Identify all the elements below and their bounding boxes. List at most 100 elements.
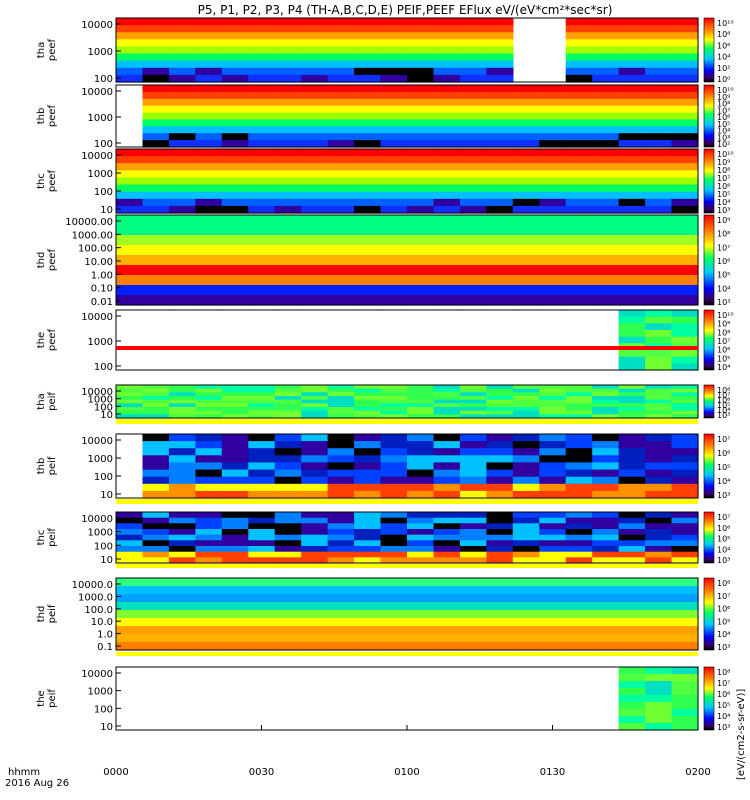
heatmap-cell	[407, 483, 435, 492]
heatmap-cell	[380, 285, 408, 296]
heatmap-cell	[195, 407, 223, 412]
heatmap-cell	[168, 265, 196, 276]
heatmap-cell	[539, 476, 567, 485]
heatmap-cell	[486, 191, 514, 200]
colorbar	[703, 17, 715, 83]
heatmap-cell	[380, 462, 408, 471]
heatmap-cell	[327, 265, 355, 276]
heatmap-cell	[327, 551, 355, 558]
heatmap-cell	[380, 46, 408, 55]
heatmap-cell	[565, 594, 593, 603]
heatmap-cell	[301, 434, 329, 442]
heatmap-cell	[486, 594, 514, 603]
y-tick-label: 100	[94, 541, 113, 552]
heatmap-cell	[433, 385, 461, 390]
heatmap-cell	[195, 191, 223, 200]
heatmap-cell	[380, 39, 408, 47]
heatmap-cell	[645, 265, 673, 276]
heatmap-cell	[486, 85, 514, 93]
heatmap-cell	[116, 46, 144, 55]
heatmap-cell	[221, 205, 249, 214]
heatmap-cell	[618, 60, 646, 69]
heatmap-cell	[486, 275, 514, 286]
heatmap-cell	[327, 245, 355, 256]
heatmap-cell	[645, 546, 673, 553]
heatmap-cell	[645, 18, 673, 26]
heatmap-cell	[116, 523, 144, 530]
heatmap-cell	[592, 25, 620, 33]
colorbar-tick-label: 10³	[717, 206, 730, 215]
heatmap-cell	[116, 410, 144, 415]
heatmap-cell	[301, 399, 329, 404]
heatmap-cell	[618, 618, 646, 627]
heatmap-cell	[142, 140, 170, 148]
y-tick-label: 1.00	[91, 270, 113, 281]
heatmap-cell	[618, 140, 646, 148]
heatmap-cell	[592, 191, 620, 200]
heatmap-cell	[486, 578, 514, 587]
time-axis-date: 2016 Aug 26	[5, 778, 69, 789]
heatmap-cell	[301, 462, 329, 471]
heatmap-cell	[301, 285, 329, 296]
heatmap-cell	[539, 540, 567, 547]
heatmap-cell	[221, 626, 249, 635]
heatmap-cell	[116, 594, 144, 603]
heatmap-cell	[486, 91, 514, 100]
heatmap-cell	[645, 25, 673, 33]
heatmap-cell	[486, 455, 514, 463]
heatmap-cell	[645, 523, 673, 530]
heatmap-cell	[142, 388, 170, 393]
heatmap-cell	[195, 441, 223, 449]
heatmap-cell	[565, 399, 593, 404]
heatmap-cell	[354, 225, 382, 236]
heatmap-cell	[486, 407, 514, 412]
heatmap-cell	[645, 323, 673, 331]
heatmap-cell	[539, 205, 567, 214]
heatmap-cell	[565, 74, 593, 83]
heatmap-cell	[539, 399, 567, 404]
heatmap-cell	[565, 517, 593, 524]
heatmap-cell	[380, 32, 408, 40]
heatmap-cell	[459, 385, 487, 390]
heatmap-cell	[459, 546, 487, 553]
heatmap-cell	[327, 18, 355, 26]
heatmap-cell	[327, 46, 355, 55]
heatmap-cell	[671, 74, 699, 83]
heatmap-cell	[671, 133, 699, 141]
heatmap-cell	[539, 618, 567, 627]
heatmap-cell	[301, 245, 329, 256]
heatmap-cell	[539, 546, 567, 553]
heatmap-cell	[645, 85, 673, 93]
heatmap-cell	[671, 163, 699, 171]
heatmap-cell	[380, 74, 408, 83]
heatmap-cell	[168, 490, 196, 499]
heatmap-cell	[539, 392, 567, 397]
heatmap-cell	[142, 626, 170, 635]
heatmap-cell	[195, 275, 223, 286]
heatmap-cell	[459, 626, 487, 635]
heatmap-cell	[565, 546, 593, 553]
heatmap-cell	[248, 225, 276, 236]
heatmap-cell	[116, 578, 144, 587]
heatmap-cell	[168, 156, 196, 164]
heatmap-cell	[618, 476, 646, 485]
heatmap-cell	[168, 448, 196, 456]
heatmap-cell	[248, 140, 276, 148]
heatmap-cell	[618, 191, 646, 200]
heatmap-cell	[168, 523, 196, 530]
heatmap-cell	[618, 170, 646, 178]
heatmap-cell	[671, 285, 699, 296]
heatmap-cell	[168, 540, 196, 547]
heatmap-cell	[459, 275, 487, 286]
heatmap-cell	[301, 414, 329, 419]
heatmap-cell	[565, 392, 593, 397]
heatmap-cell	[195, 434, 223, 442]
heatmap-cell	[459, 149, 487, 157]
colorbar-tick-label: 10⁵	[717, 271, 730, 280]
heatmap-cell	[354, 392, 382, 397]
heatmap-cell	[354, 205, 382, 214]
colorbar	[703, 309, 715, 371]
heatmap-cell	[486, 60, 514, 69]
heatmap-cell	[592, 163, 620, 171]
heatmap-cell	[248, 112, 276, 121]
